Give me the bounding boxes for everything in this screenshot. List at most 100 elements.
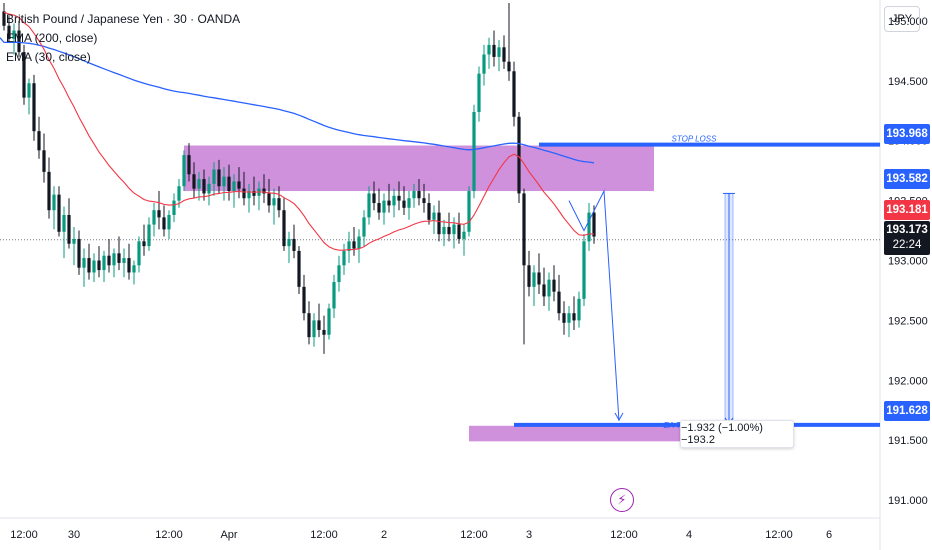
lightning-icon[interactable]: ⚡ [610,488,634,512]
candle [412,183,416,208]
candle-body [472,111,476,192]
x-tick-label: 12:00 [155,529,183,541]
candle-body [542,284,546,297]
candle-body [147,224,151,247]
candle-body [77,238,81,268]
ema200-legend[interactable]: EMA (200, close) [6,31,98,45]
candle [222,167,226,201]
ema30-line [3,11,595,251]
candle [297,246,301,295]
candle [417,179,421,206]
candle-body [492,44,496,57]
candle-body [317,320,321,330]
x-tick-label: 12:00 [10,529,38,541]
candle [422,183,426,213]
x-tick-label: 12:00 [610,529,638,541]
candle-body [232,181,236,192]
y-tick-label: 192.000 [888,375,928,387]
x-tick-label: 30 [68,529,80,541]
candle-body [457,224,461,239]
candle [317,303,321,338]
candle [482,44,486,86]
candle [462,224,466,256]
candle-body [292,238,296,251]
candle-body [2,11,6,26]
x-tick-label: 3 [526,529,532,541]
candle [457,212,461,244]
candle-body [222,176,226,187]
y-tick-label: 195.000 [888,16,928,28]
candle-body [422,198,426,204]
ema30-legend[interactable]: EMA (30, close) [6,50,91,64]
candle-body [577,298,581,321]
x-tick-label: Apr [220,529,237,541]
candle [562,301,566,335]
candle-body [192,174,196,189]
candle [397,181,401,211]
candle [292,224,296,259]
candle [557,274,561,321]
candle [532,265,536,307]
candle [7,16,11,43]
candle [117,236,121,271]
x-tick-label: 2 [381,529,387,541]
candle [107,238,111,273]
candle [337,255,341,292]
current-price-tag: 193.181 [884,200,930,220]
candle-body [387,200,391,206]
candle [147,217,151,251]
candle-body [52,194,56,211]
candle-body [117,253,121,263]
symbol-title[interactable]: British Pound / Japanese Yen · 30 · OAND… [6,12,241,26]
candle [382,193,386,225]
candle [537,253,541,295]
candle-body [307,313,311,338]
candle [272,188,276,225]
last-price-tag: 193.173 22:24 [884,221,930,255]
candle [12,23,16,55]
candle-body [282,210,286,247]
candle [122,248,126,278]
stop-loss-price-tag: 193.968 [884,124,930,144]
candle [192,162,196,199]
candle-body [332,282,336,309]
candle-body [522,193,526,266]
candle-body [217,169,221,187]
candle-body [102,255,106,271]
candle-body [552,279,556,292]
y-tick-label: 191.000 [888,495,928,507]
candle [102,250,106,283]
candle [207,176,211,206]
candle-body [462,231,466,239]
candle-body [437,212,441,235]
candle-body [142,241,146,247]
candle [32,74,36,141]
y-tick-label: 193.000 [888,256,928,268]
candle-body [172,200,176,215]
currency-button[interactable]: JPY [884,6,920,32]
candle-body [557,291,561,314]
candle [342,243,346,275]
candle [432,205,436,235]
candle [242,171,246,206]
candle-body [202,179,206,194]
candle [362,210,366,247]
candle [167,210,171,239]
candle-body [227,176,231,192]
candle-body [122,258,126,263]
candle-body [182,155,186,187]
candle [572,296,576,330]
candle-body [517,116,521,194]
candle-body [132,265,136,273]
candle [282,198,286,251]
candle-body [167,214,171,230]
candle [62,206,66,259]
candle-body [322,329,326,335]
candle-body [352,241,356,249]
candle [197,171,201,201]
measure-tooltip: −1.932 (−1.00%) −193.2 [680,420,794,448]
candle-body [537,272,541,285]
candle-body [107,255,111,266]
candle [187,143,191,182]
